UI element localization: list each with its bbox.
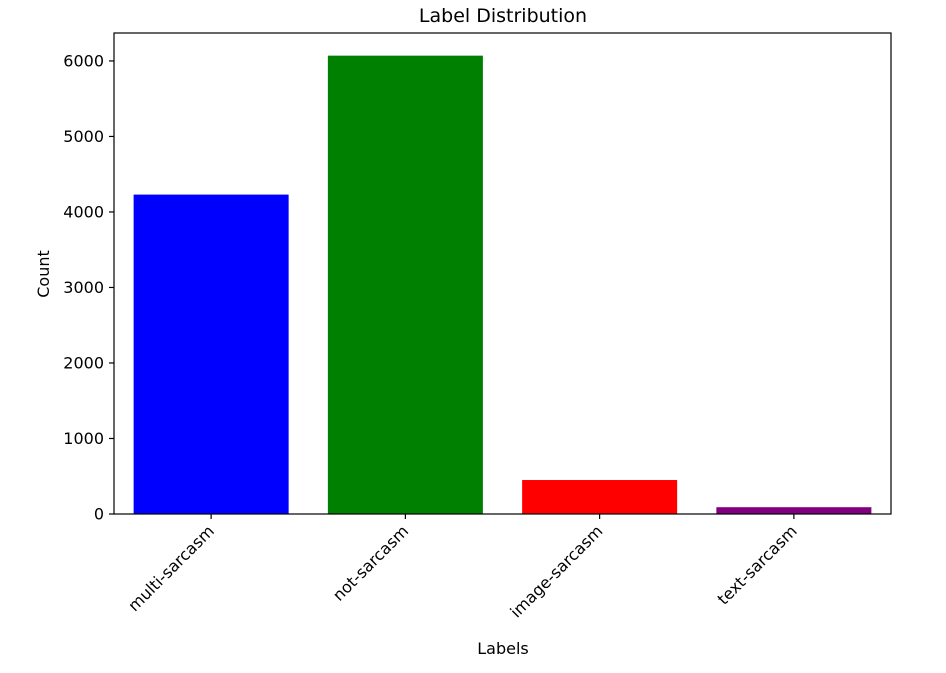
y-tick-label: 5000 [63, 127, 104, 146]
y-axis-label: Count [34, 250, 53, 298]
y-axis: 0 1000 2000 3000 4000 5000 6000 [63, 51, 114, 524]
bar-multi-sarcasm [133, 194, 289, 514]
bar-not-sarcasm [327, 55, 483, 515]
x-axis: multi-sarcasm not-sarcasm image-sarcasm tex… [124, 514, 801, 621]
y-tick-label: 0 [94, 505, 104, 524]
y-tick-label: 1000 [63, 429, 104, 448]
y-tick-label: 4000 [63, 202, 104, 221]
bars-group [133, 55, 872, 515]
x-axis-label: Labels [477, 639, 529, 658]
chart-title: Label Distribution [419, 5, 587, 27]
y-tick-label: 6000 [63, 51, 104, 70]
y-tick-label: 3000 [63, 278, 104, 297]
x-tick-label: not-sarcasm [329, 521, 412, 604]
plot-frame [113, 32, 892, 515]
bar-text-sarcasm [716, 507, 872, 514]
x-tick-label: image-sarcasm [506, 521, 606, 621]
bar-image-sarcasm [522, 480, 678, 514]
x-tick-label: multi-sarcasm [124, 521, 218, 615]
x-tick-label: text-sarcasm [714, 521, 801, 608]
y-tick-label: 2000 [63, 353, 104, 372]
